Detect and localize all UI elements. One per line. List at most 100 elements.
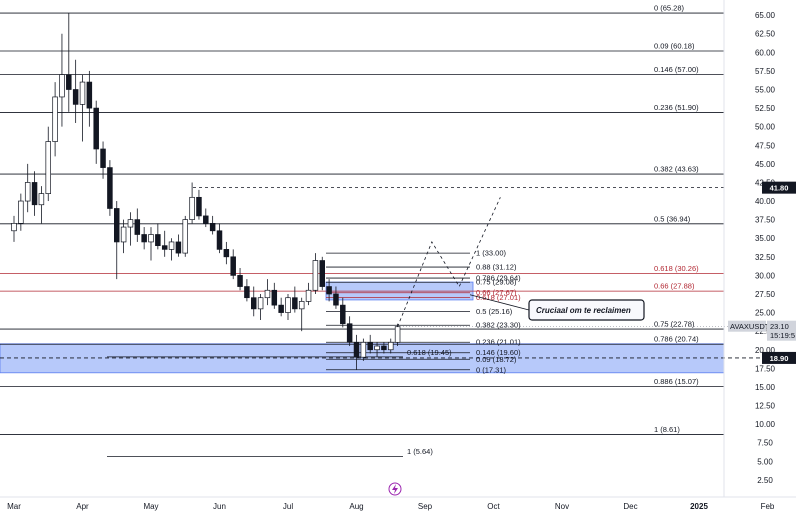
candle xyxy=(203,208,209,228)
y-tick-label: 17.50 xyxy=(755,364,776,373)
fib-label-short: 0.75 (29.08) xyxy=(476,278,517,287)
candle xyxy=(189,182,195,224)
candle xyxy=(120,219,127,254)
fib-label-short: 0.618 (27.01) xyxy=(476,293,521,302)
fib-label-long: 0 (65.28) xyxy=(654,4,685,13)
fib-label-short: 0.382 (23.30) xyxy=(476,321,521,330)
fib-label-long: 0.382 (43.63) xyxy=(654,165,699,174)
fib-label-short: 0.88 (31.12) xyxy=(476,263,517,272)
candle xyxy=(52,82,58,157)
candle xyxy=(278,297,284,317)
fib-label-long: 0.236 (51.90) xyxy=(654,103,699,112)
callout-text: Cruciaal om te reclaimen xyxy=(536,306,631,315)
fib-label-long: 0.5 (36.94) xyxy=(654,214,691,223)
candle xyxy=(244,279,250,302)
price-tag-support: 18.90 xyxy=(762,351,796,364)
candle xyxy=(141,227,147,250)
y-tick-label: 30.00 xyxy=(755,271,776,280)
x-tick-label: Jun xyxy=(213,502,226,511)
fib-label-short: 0.5 (25.16) xyxy=(476,307,513,316)
candle xyxy=(66,13,72,112)
time-axis[interactable]: Mar Apr May Jun Jul Aug Sep Oct Nov Dec 2025 Feb xyxy=(7,502,775,511)
candle xyxy=(113,201,120,280)
lightning-icon[interactable] xyxy=(388,482,402,496)
candle xyxy=(367,334,373,354)
candle xyxy=(257,293,264,321)
candle xyxy=(340,297,346,328)
candle xyxy=(264,279,271,306)
y-tick-label: 45.00 xyxy=(755,160,776,169)
y-tick-label: 32.50 xyxy=(755,253,776,262)
candle xyxy=(319,256,326,291)
fib-label-long: 0.09 (60.18) xyxy=(654,41,695,50)
candle xyxy=(305,282,312,306)
candle xyxy=(209,215,216,235)
projection-path xyxy=(397,197,501,327)
candle xyxy=(292,286,298,313)
y-tick-label: 57.50 xyxy=(755,67,776,76)
annotations: Cruciaal om te reclaimen xyxy=(0,187,762,359)
candle xyxy=(79,74,86,142)
y-tick-label: 7.50 xyxy=(757,439,773,448)
y-tick-label: 27.50 xyxy=(755,290,776,299)
y-tick-label: 2.50 xyxy=(757,476,773,485)
fib-label-short: 0.09 (18.72) xyxy=(476,355,517,364)
candle xyxy=(38,186,45,224)
fib-levels-long: 0 (65.28) 0.09 (60.18) 0.146 (57.00) 0.236 … xyxy=(0,4,724,457)
candle xyxy=(333,286,339,309)
fib-label-short: 0.66 (27.67) xyxy=(476,288,517,297)
candle xyxy=(230,249,236,280)
candle xyxy=(134,208,141,242)
candle xyxy=(168,238,175,261)
fib-label-short: 1 (33.00) xyxy=(476,249,507,258)
y-tick-label: 52.50 xyxy=(755,104,776,113)
fib-label-extra: 0.618 (19.45) xyxy=(407,348,452,357)
candle xyxy=(93,100,99,164)
fib-label-long: 0.146 (57.00) xyxy=(654,65,699,74)
candle xyxy=(360,338,367,361)
y-tick-label: 55.00 xyxy=(755,86,776,95)
y-tick-label: 37.50 xyxy=(755,216,776,225)
fib-label-short: 0 (17.31) xyxy=(476,365,507,374)
candle xyxy=(45,126,51,202)
candle xyxy=(326,279,332,302)
x-tick-label: Dec xyxy=(623,502,637,511)
candle xyxy=(11,215,17,242)
price-axis[interactable]: 65.00 62.50 60.00 57.50 55.00 52.50 50.00 47.50… xyxy=(728,11,796,485)
fib-label-long: 1 (8.61) xyxy=(654,425,680,434)
candle xyxy=(59,33,65,127)
x-tick-label: Jul xyxy=(283,502,293,511)
fib-label-short: 0.146 (19.60) xyxy=(476,348,521,357)
candle xyxy=(196,189,202,220)
y-tick-label: 62.50 xyxy=(755,30,776,39)
fib-label-short: 0.236 (21.01) xyxy=(476,338,521,347)
fib-label-long: 0.786 (20.74) xyxy=(654,335,699,344)
candle xyxy=(346,316,353,347)
x-tick-label: 2025 xyxy=(690,502,708,511)
y-tick-label: 12.50 xyxy=(755,402,776,411)
y-tick-label: 10.00 xyxy=(755,420,776,429)
candle xyxy=(148,227,154,261)
x-tick-label: Nov xyxy=(555,502,569,511)
y-tick-label: 47.50 xyxy=(755,141,776,150)
candle xyxy=(223,241,230,265)
fib-label-long: 0.66 (27.88) xyxy=(654,282,695,291)
y-tick-label: 40.00 xyxy=(755,197,776,206)
candle xyxy=(155,223,161,250)
y-tick-label: 25.00 xyxy=(755,309,776,318)
y-tick-label: 65.00 xyxy=(755,11,776,20)
candle xyxy=(31,171,38,216)
y-tick-label: 20.00 xyxy=(755,346,776,355)
candle xyxy=(353,334,360,370)
fib-label-long: 0.618 (30.26) xyxy=(654,264,699,273)
callout-box: Cruciaal om te reclaimen xyxy=(469,294,645,321)
candle xyxy=(100,141,106,179)
x-tick-label: Mar xyxy=(7,502,21,511)
candle xyxy=(312,253,319,294)
fib-label-short: 0.786 (29.64) xyxy=(476,274,521,283)
x-tick-label: Oct xyxy=(487,502,500,511)
candle xyxy=(24,163,31,213)
